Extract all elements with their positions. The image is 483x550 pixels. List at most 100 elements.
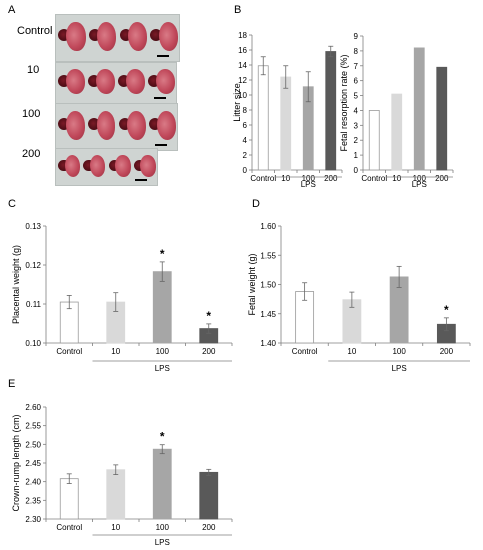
x-category-label: 200 bbox=[202, 347, 216, 356]
y-tick-label: 6 bbox=[354, 77, 359, 86]
fetus-photo bbox=[55, 103, 178, 151]
y-tick-label: 12 bbox=[238, 76, 247, 85]
significance-marker: * bbox=[160, 430, 165, 444]
photo-row-label: Control bbox=[17, 25, 53, 37]
x-category-label: 200 bbox=[435, 174, 449, 183]
fetus-image bbox=[96, 111, 116, 140]
fetus-photo bbox=[55, 62, 177, 104]
fetus-image bbox=[157, 111, 176, 140]
y-tick-label: 2 bbox=[354, 136, 359, 145]
y-tick-label: 0.11 bbox=[26, 300, 42, 309]
panel-letter-c: C bbox=[8, 198, 16, 210]
y-axis-label: Crown-rump length (cm) bbox=[11, 414, 21, 511]
group-label: LPS bbox=[392, 364, 407, 373]
y-axis-label: Litter size bbox=[232, 83, 242, 122]
x-category-label: Control bbox=[56, 347, 82, 356]
fetus-photo bbox=[55, 14, 180, 62]
photo-row-label: 10 bbox=[27, 64, 40, 76]
x-category-label: 100 bbox=[392, 347, 406, 356]
y-tick-label: 0.10 bbox=[25, 339, 41, 348]
x-category-label: Control bbox=[56, 523, 82, 532]
y-tick-label: 10 bbox=[238, 91, 247, 100]
fetus-image bbox=[66, 111, 86, 140]
y-tick-label: 8 bbox=[354, 47, 359, 56]
x-category-label: 10 bbox=[392, 174, 401, 183]
y-tick-label: 1.55 bbox=[260, 251, 276, 260]
fetus-image bbox=[64, 154, 81, 178]
group-label: LPS bbox=[155, 538, 170, 547]
y-tick-label: 0.13 bbox=[25, 222, 41, 231]
significance-marker: * bbox=[160, 247, 165, 261]
y-tick-label: 2.30 bbox=[25, 515, 41, 524]
x-category-label: 100 bbox=[156, 347, 170, 356]
y-tick-label: 0.12 bbox=[25, 261, 41, 270]
y-tick-label: 4 bbox=[354, 106, 359, 115]
panel-letter-d: D bbox=[252, 198, 260, 210]
fetus-image bbox=[66, 69, 85, 95]
bar bbox=[325, 51, 337, 171]
y-tick-label: 16 bbox=[238, 46, 247, 55]
y-axis-label: Fetal resorption rate (%) bbox=[339, 54, 349, 151]
bar bbox=[436, 66, 448, 171]
fetus-image bbox=[140, 154, 156, 178]
group-label: LPS bbox=[301, 180, 316, 189]
fetus-image bbox=[96, 69, 115, 95]
photo-row-label: 100 bbox=[22, 108, 41, 120]
scale-bar bbox=[154, 97, 166, 99]
bar bbox=[199, 471, 219, 520]
y-axis-label: Fetal weight (g) bbox=[247, 253, 257, 315]
y-tick-label: 9 bbox=[354, 32, 359, 41]
y-tick-label: 2.55 bbox=[25, 422, 41, 431]
y-tick-label: 2.35 bbox=[25, 496, 41, 505]
bar bbox=[257, 65, 269, 171]
y-tick-label: 1.40 bbox=[260, 339, 276, 348]
fetus-image bbox=[66, 22, 86, 51]
panel-letter-e: E bbox=[8, 378, 16, 390]
x-category-label: 10 bbox=[281, 174, 290, 183]
x-category-label: 10 bbox=[111, 523, 120, 532]
y-tick-label: 2.45 bbox=[25, 459, 41, 468]
bar bbox=[368, 110, 380, 171]
y-tick-label: 2.40 bbox=[25, 478, 41, 487]
y-tick-label: 4 bbox=[243, 136, 248, 145]
y-tick-label: 5 bbox=[354, 92, 359, 101]
bar bbox=[106, 469, 126, 520]
bar bbox=[280, 76, 292, 171]
x-category-label: 200 bbox=[440, 347, 454, 356]
y-tick-label: 3 bbox=[354, 121, 359, 130]
fetus-image bbox=[156, 69, 175, 95]
x-category-label: 200 bbox=[324, 174, 338, 183]
y-tick-label: 1.45 bbox=[260, 310, 276, 319]
fetus-image bbox=[89, 154, 106, 178]
x-category-label: 10 bbox=[347, 347, 356, 356]
panel-letter-b: B bbox=[234, 4, 242, 16]
scale-bar bbox=[135, 179, 147, 181]
bar bbox=[152, 271, 172, 344]
fetus-image bbox=[158, 22, 178, 51]
y-tick-label: 2.60 bbox=[25, 403, 41, 412]
fetus-image bbox=[126, 111, 146, 140]
y-tick-label: 7 bbox=[354, 62, 359, 71]
x-category-label: 10 bbox=[111, 347, 120, 356]
bar bbox=[152, 448, 172, 520]
group-label: LPS bbox=[412, 180, 427, 189]
x-category-label: Control bbox=[361, 174, 387, 183]
x-category-label: Control bbox=[250, 174, 276, 183]
y-tick-label: 18 bbox=[238, 31, 247, 40]
bar bbox=[413, 47, 425, 171]
y-tick-label: 0 bbox=[243, 166, 248, 175]
x-category-label: 200 bbox=[202, 523, 216, 532]
y-tick-label: 8 bbox=[243, 106, 248, 115]
y-tick-label: 1.50 bbox=[260, 281, 276, 290]
significance-marker: * bbox=[444, 303, 449, 317]
y-tick-label: 0 bbox=[354, 166, 359, 175]
fetus-image bbox=[126, 69, 145, 95]
fetus-image bbox=[97, 22, 117, 51]
placenta-image bbox=[133, 159, 146, 172]
y-tick-label: 1 bbox=[354, 151, 359, 160]
y-tick-label: 14 bbox=[238, 61, 247, 70]
placenta-image bbox=[108, 159, 121, 172]
fetus-photo bbox=[55, 148, 158, 186]
x-category-label: Control bbox=[292, 347, 318, 356]
